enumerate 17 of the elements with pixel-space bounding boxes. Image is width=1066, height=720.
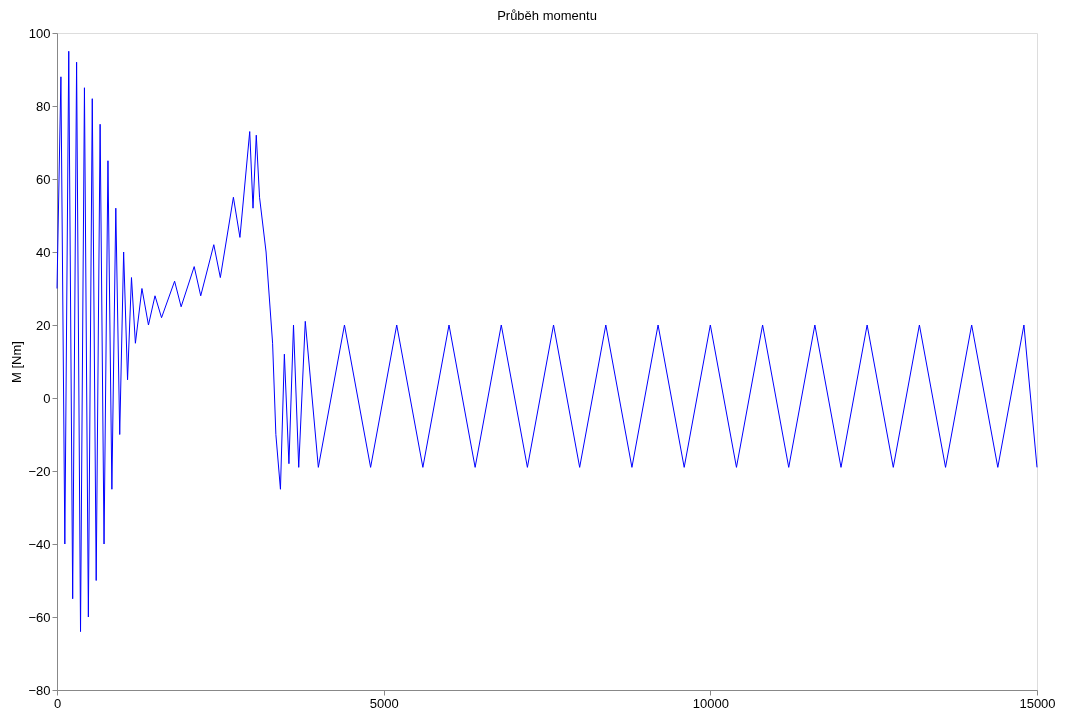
chart-title: Průběh momentu xyxy=(497,8,597,23)
y-tick-label: −80 xyxy=(28,682,51,698)
y-tick-label: −60 xyxy=(28,609,51,625)
x-tick-label: 5000 xyxy=(369,695,399,711)
y-tick-label: 80 xyxy=(36,98,51,114)
y-axis-title: M [Nm] xyxy=(9,341,25,383)
y-tick-label: 20 xyxy=(36,317,51,333)
y-tick-label: 60 xyxy=(36,171,51,187)
y-tick-label: −20 xyxy=(28,463,51,479)
x-tick-label: 10000 xyxy=(692,695,729,711)
line-series xyxy=(56,50,1038,633)
x-tick-label: 15000 xyxy=(1019,695,1056,711)
x-tick-label: 0 xyxy=(53,695,62,711)
y-tick-label: 0 xyxy=(43,390,51,406)
y-tick-label: 40 xyxy=(36,244,51,260)
y-tick-label: 100 xyxy=(28,25,51,41)
y-tick-label: −40 xyxy=(28,536,51,552)
